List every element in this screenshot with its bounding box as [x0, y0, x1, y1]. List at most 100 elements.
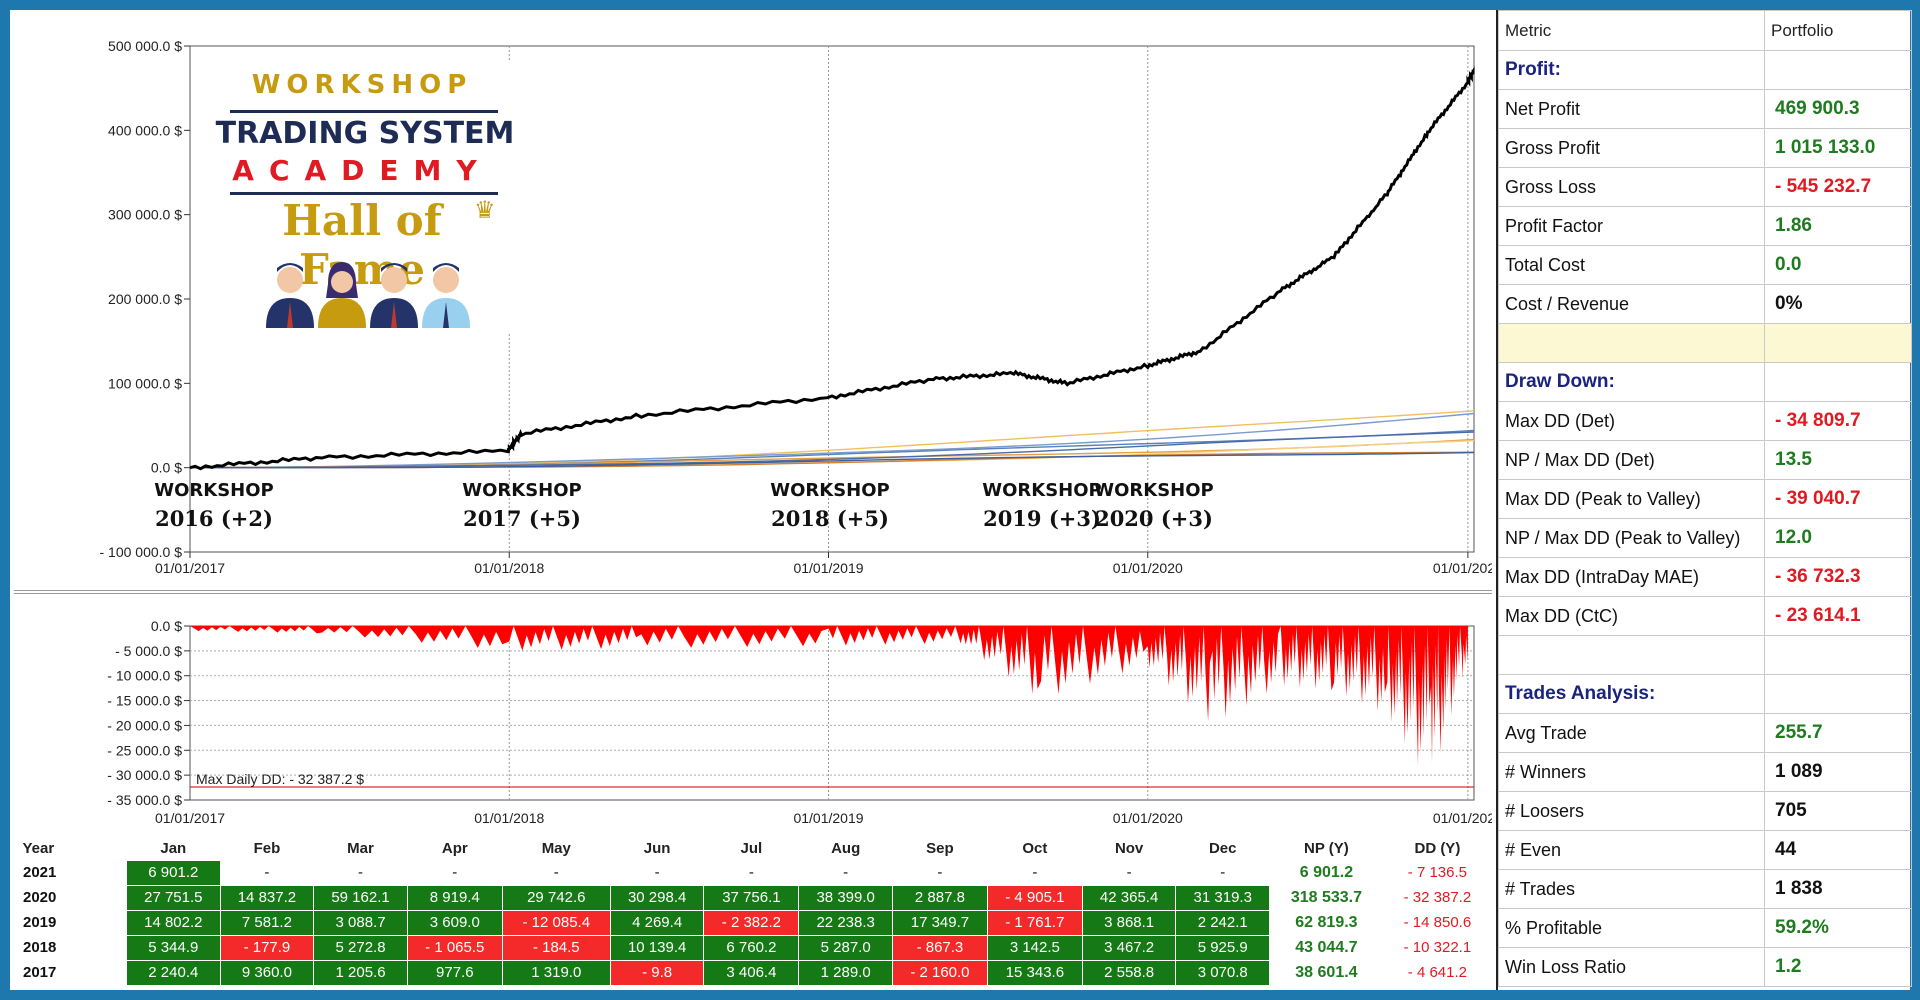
table-row: 2018 5 344.9- 177.9 5 272.8- 1 065.5- 184.…	[14, 934, 1493, 961]
month-cell: 977.6	[406, 959, 503, 986]
column-header[interactable]: Mar	[313, 838, 408, 860]
column-header[interactable]: NP (Y)	[1269, 838, 1384, 860]
section-row[interactable]: Trades Analysis:	[1498, 674, 1912, 714]
section-row[interactable]: Profit:	[1498, 50, 1912, 90]
spacer-row[interactable]	[1498, 635, 1912, 675]
metric-row[interactable]: # Even 44	[1498, 830, 1912, 870]
column-header[interactable]: Jul	[703, 838, 799, 860]
month-cell: 14 837.2	[219, 884, 315, 911]
y-tick-label: 500 000.0 $	[108, 38, 182, 54]
month-cell: 3 070.8	[1175, 959, 1271, 986]
month-cell: - 1 761.7	[986, 909, 1083, 936]
metric-value: 0%	[1764, 284, 1912, 324]
column-header[interactable]: DD (Y)	[1383, 838, 1492, 860]
month-cell: 3 142.5	[986, 934, 1083, 961]
month-cell: - 12 085.4	[501, 909, 611, 936]
np-cell: 6 901.2	[1269, 859, 1384, 886]
metric-row[interactable]: Profit Factor 1.86	[1498, 206, 1912, 246]
metric-value: 1 838	[1764, 869, 1912, 909]
metric-row[interactable]: Max DD (IntraDay MAE) - 36 732.3	[1498, 557, 1912, 597]
month-cell: 29 742.6	[501, 884, 611, 911]
month-cell: 37 756.1	[703, 884, 800, 911]
metric-label: Avg Trade	[1498, 713, 1765, 753]
month-cell: - 1 065.5	[406, 934, 503, 961]
workshop-label: WORKSHOP	[770, 480, 890, 501]
month-cell: 5 287.0	[798, 934, 893, 961]
logo-academy-text: ACADEMY	[232, 154, 492, 187]
dd-cell: - 32 387.2	[1382, 884, 1493, 911]
workshop-year-label: 2020 (+3)	[1095, 506, 1213, 531]
metric-row[interactable]: Gross Profit 1 015 133.0	[1498, 128, 1912, 168]
metric-row[interactable]: NP / Max DD (Peak to Valley) 12.0	[1498, 518, 1912, 558]
dd-y-tick-label: - 15 000.0 $	[107, 693, 182, 709]
month-cell: -	[986, 859, 1083, 886]
dd-cell: - 7 136.5	[1382, 859, 1493, 886]
metric-row[interactable]: NP / Max DD (Det) 13.5	[1498, 440, 1912, 480]
column-header[interactable]: Apr	[407, 838, 503, 860]
column-header[interactable]: Aug	[798, 838, 893, 860]
column-header[interactable]: Nov	[1082, 838, 1176, 860]
column-header[interactable]: Jan	[126, 838, 221, 860]
month-cell: -	[891, 859, 988, 886]
x-tick-label: 01/01/2021	[1433, 560, 1492, 576]
metric-row[interactable]: # Loosers 705	[1498, 791, 1912, 831]
spacer-row[interactable]	[1498, 323, 1912, 363]
metric-value: 44	[1764, 830, 1912, 870]
metric-row[interactable]: Gross Loss - 545 232.7	[1498, 167, 1912, 207]
column-header[interactable]: Oct	[987, 838, 1083, 860]
table-row: 2019 14 802.2 7 581.2 3 088.7 3 609.0- 12 08…	[14, 909, 1493, 936]
month-cell: -	[219, 859, 315, 886]
month-cell: -	[313, 859, 408, 886]
month-cell: -	[609, 859, 705, 886]
dd-x-tick-label: 01/01/2018	[474, 810, 544, 826]
metric-row[interactable]: Max DD (CtC) - 23 614.1	[1498, 596, 1912, 636]
metric-label	[1498, 323, 1765, 363]
workshop-label: WORKSHOP	[1094, 480, 1214, 501]
month-cell: 6 760.2	[703, 934, 800, 961]
y-tick-label: 400 000.0 $	[108, 122, 182, 138]
column-header[interactable]: Feb	[220, 838, 314, 860]
column-header[interactable]: May	[502, 838, 611, 860]
month-cell: - 867.3	[891, 934, 988, 961]
metric-value: - 545 232.7	[1764, 167, 1912, 207]
month-cell: -	[798, 859, 893, 886]
metric-row[interactable]: Total Cost 0.0	[1498, 245, 1912, 285]
metric-label: % Profitable	[1498, 908, 1765, 948]
column-header[interactable]: Sep	[892, 838, 988, 860]
x-tick-label: 01/01/2020	[1113, 560, 1183, 576]
logo-rule-top	[230, 110, 498, 113]
dd-cell: - 4 641.2	[1382, 959, 1493, 986]
metric-row[interactable]: # Winners 1 089	[1498, 752, 1912, 792]
dd-y-tick-label: - 25 000.0 $	[107, 742, 182, 758]
metric-row[interactable]: Cost / Revenue 0%	[1498, 284, 1912, 324]
month-cell: 27 751.5	[126, 884, 221, 911]
month-cell: 30 298.4	[609, 884, 705, 911]
metric-row[interactable]: % Profitable 59.2%	[1498, 908, 1912, 948]
metric-value	[1764, 362, 1912, 402]
column-header[interactable]: Jun	[610, 838, 704, 860]
column-header[interactable]: Year	[14, 838, 127, 860]
metric-row[interactable]: Max DD (Peak to Valley) - 39 040.7	[1498, 479, 1912, 519]
metric-row[interactable]: Net Profit 469 900.3	[1498, 89, 1912, 129]
logo-rule-bottom	[230, 192, 498, 195]
dd-y-tick-label: - 35 000.0 $	[107, 792, 182, 808]
metric-label: Max DD (CtC)	[1498, 596, 1765, 636]
metric-label: # Winners	[1498, 752, 1765, 792]
workshop-year-label: 2017 (+5)	[463, 506, 581, 531]
metric-row[interactable]: Avg Trade 255.7	[1498, 713, 1912, 753]
metric-row[interactable]: # Trades 1 838	[1498, 869, 1912, 909]
dd-x-tick-label: 01/01/2017	[155, 810, 225, 826]
metric-label	[1498, 635, 1765, 675]
column-header[interactable]: Dec	[1175, 838, 1270, 860]
section-row[interactable]: Draw Down:	[1498, 362, 1912, 402]
dd-plot-area	[189, 625, 1475, 801]
month-cell: - 4 905.1	[986, 884, 1083, 911]
metric-row[interactable]: Win Loss Ratio 1.2	[1498, 947, 1912, 987]
month-cell: - 9.8	[609, 959, 705, 986]
chart-separator[interactable]	[14, 590, 1492, 594]
y-tick-label: - 100 000.0 $	[99, 544, 182, 560]
month-cell: 22 238.3	[798, 909, 893, 936]
metrics-header-row[interactable]: Metric Portfolio	[1498, 10, 1912, 51]
metric-row[interactable]: Max DD (Det) - 34 809.7	[1498, 401, 1912, 441]
